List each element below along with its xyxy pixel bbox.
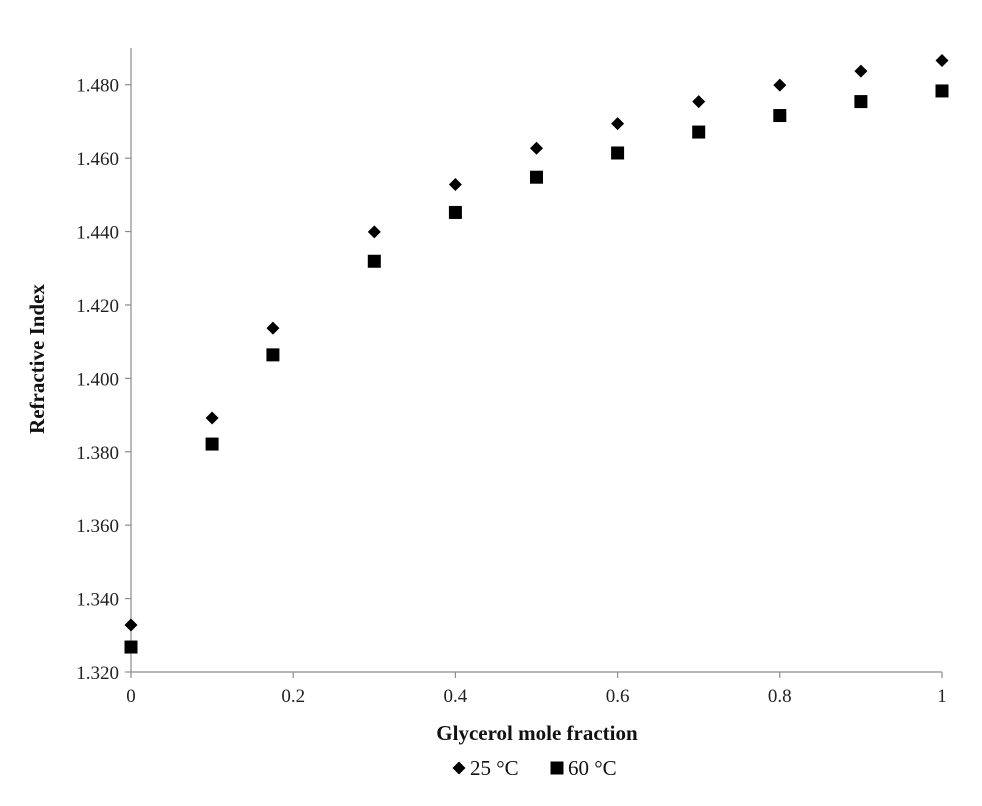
data-point-diamond xyxy=(124,618,138,632)
data-point-diamond xyxy=(205,411,219,425)
points-group xyxy=(124,53,949,654)
data-point-square xyxy=(854,95,868,109)
legend-label: 60 °C xyxy=(568,756,617,780)
data-point-diamond xyxy=(773,78,787,92)
y-tick-label: 1.380 xyxy=(76,443,119,464)
data-point-diamond xyxy=(611,117,625,131)
legend-marker-square xyxy=(550,761,564,775)
x-tick-label: 0.4 xyxy=(444,686,468,707)
data-point-square xyxy=(266,348,280,362)
y-tick-label: 1.400 xyxy=(76,369,119,390)
y-tick-label: 1.340 xyxy=(76,590,119,611)
data-point-diamond xyxy=(935,53,949,67)
data-point-square xyxy=(205,437,219,451)
x-tick-label: 0.6 xyxy=(606,686,630,707)
x-tick-label: 0.8 xyxy=(768,686,792,707)
legend: 25 °C 60 °C xyxy=(452,756,617,780)
data-point-diamond xyxy=(692,95,706,109)
data-point-square xyxy=(692,125,706,139)
legend-marker-diamond xyxy=(452,761,466,775)
data-point-diamond xyxy=(530,141,543,155)
data-point-square xyxy=(530,170,543,184)
data-point-diamond xyxy=(854,64,868,78)
y-tick-label: 1.320 xyxy=(76,663,119,684)
series-1 xyxy=(124,53,949,632)
data-point-diamond xyxy=(367,225,381,239)
legend-item-2: 60 °C xyxy=(550,756,617,780)
y-axis-title: Refractive Index xyxy=(25,284,49,434)
y-tick-label: 1.420 xyxy=(76,296,119,317)
legend-item-1: 25 °C xyxy=(452,756,519,780)
axes-group xyxy=(130,48,942,673)
y-tick-label: 1.480 xyxy=(76,76,119,97)
data-point-square xyxy=(935,84,949,98)
x-tick-label: 0 xyxy=(126,686,136,707)
series-2 xyxy=(124,84,949,654)
x-axis-title: Glycerol mole fraction xyxy=(436,721,638,745)
data-point-diamond xyxy=(448,178,462,192)
ticks-group: 1.320 1.340 1.360 1.380 1.400 1.420 1.440 1.460… xyxy=(76,76,947,707)
data-point-diamond xyxy=(266,321,280,335)
data-point-square xyxy=(611,146,625,160)
data-point-square xyxy=(124,640,138,654)
y-tick-label: 1.440 xyxy=(76,223,119,244)
data-point-square xyxy=(448,205,462,219)
data-point-square xyxy=(773,109,787,123)
x-tick-label: 1 xyxy=(937,686,947,707)
legend-label: 25 °C xyxy=(470,756,519,780)
y-tick-label: 1.460 xyxy=(76,149,119,170)
data-point-square xyxy=(367,254,381,268)
y-tick-label: 1.360 xyxy=(76,516,119,537)
x-tick-label: 0.2 xyxy=(281,686,305,707)
